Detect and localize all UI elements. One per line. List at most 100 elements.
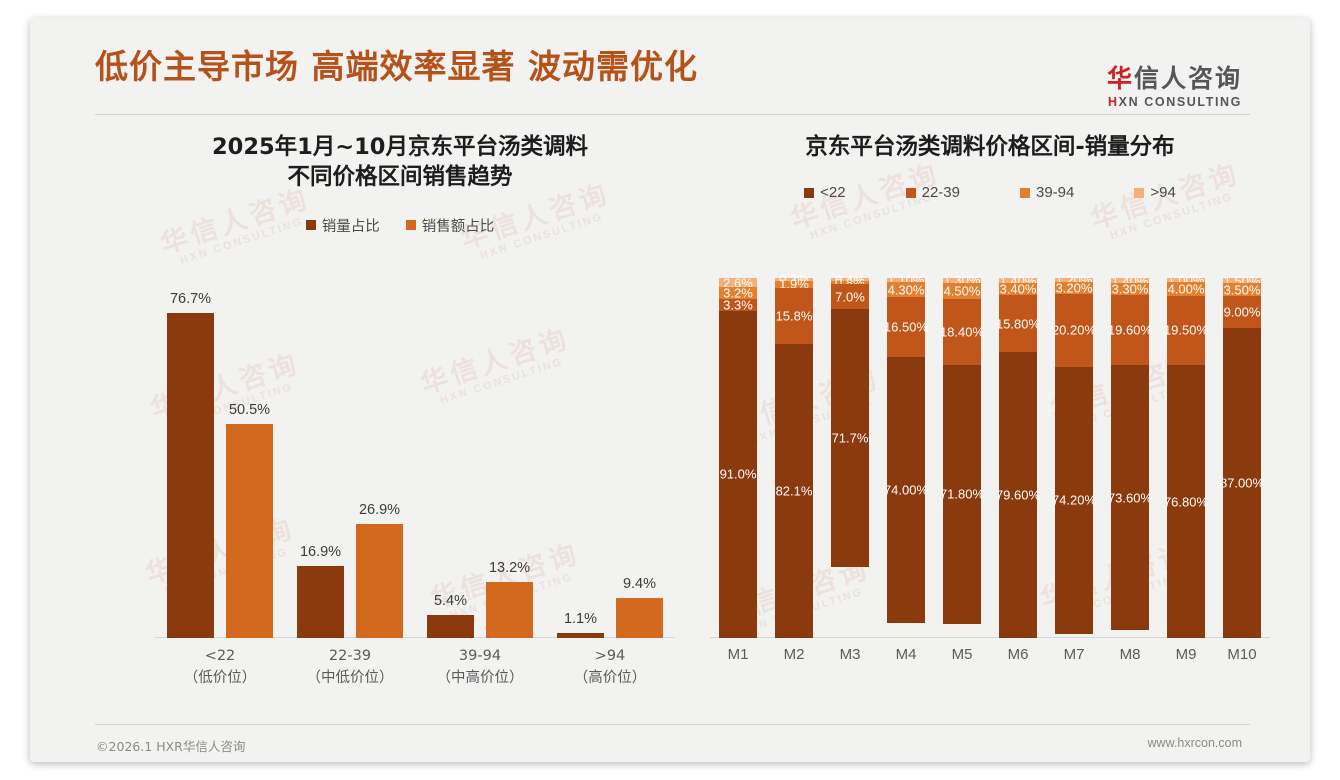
- stacked-bar[interactable]: 1.30% 4.50% 18.40% 71.80%: [939, 273, 985, 638]
- slide-header: 低价主导市场 高端效率显著 波动需优化 华信人咨询 HXN CONSULTING: [30, 18, 1310, 115]
- segment-value-label: 16.50%: [883, 319, 929, 335]
- stacked-segment[interactable]: 73.60%: [1107, 365, 1153, 631]
- segment-value-label: 3.40%: [999, 281, 1037, 297]
- stacked-segment[interactable]: 71.80%: [939, 365, 985, 624]
- x-axis-category-main: >94: [594, 648, 626, 664]
- right-chart-title: 京东平台汤类调料价格区间-销量分布: [690, 118, 1290, 162]
- bar-fill: [226, 424, 273, 638]
- stacked-segment[interactable]: 18.40%: [940, 298, 984, 366]
- stacked-segment[interactable]: 1.9%: [775, 277, 813, 292]
- legend-item[interactable]: 22-39: [905, 184, 960, 201]
- left-chart-panel: 2025年1月~10月京东平台汤类调料 不同价格区间销售趋势 销量占比 销售额占比…: [100, 118, 700, 718]
- legend-swatch-icon: [405, 220, 416, 231]
- segment-value-label: 4.00%: [1167, 281, 1205, 297]
- stacked-segment[interactable]: 71.7%: [831, 309, 869, 568]
- stacked-segment[interactable]: 2.6%: [719, 275, 757, 290]
- bar[interactable]: 16.9%: [297, 544, 344, 638]
- x-axis-category-label: 22-39 （中低价位）: [285, 646, 415, 690]
- footer-copyright: ©2026.1 HXR华信人咨询: [96, 739, 246, 754]
- stacked-bar[interactable]: 0.2% 1.9% 15.8% 82.1%: [775, 272, 813, 638]
- stacked-segment[interactable]: 3.2%: [719, 285, 757, 301]
- legend-label: 销量占比: [321, 218, 380, 235]
- segment-value-label: 79.60%: [995, 487, 1041, 503]
- legend-swatch-icon: [804, 187, 815, 198]
- stacked-segment[interactable]: 9.00%: [1223, 295, 1261, 328]
- stacked-segment[interactable]: 3.40%: [999, 281, 1037, 297]
- segment-value-label: 82.1%: [775, 483, 813, 499]
- x-axis-month-label: M9: [1175, 646, 1197, 663]
- legend-item[interactable]: 销售额占比: [405, 215, 494, 236]
- bar[interactable]: 9.4%: [616, 576, 663, 638]
- x-axis-month-label: M10: [1227, 646, 1257, 663]
- stacked-segment[interactable]: 82.1%: [775, 344, 813, 638]
- stacked-bar[interactable]: 1.40% 3.30% 19.60% 73.60%: [1107, 273, 1153, 638]
- stacked-segment[interactable]: 7.0%: [831, 284, 869, 310]
- stacked-bar[interactable]: 0.4% 0.8% 7.0% 71.7%: [831, 272, 869, 638]
- legend-item[interactable]: >94: [1134, 184, 1176, 201]
- legend-swatch-icon: [1134, 187, 1145, 198]
- segment-value-label: 19.50%: [1163, 322, 1209, 338]
- bar[interactable]: 1.1%: [557, 611, 604, 638]
- stacked-bar[interactable]: 1.00% 4.00% 19.50% 76.80%: [1163, 272, 1209, 638]
- stacked-segment[interactable]: 15.80%: [996, 295, 1040, 352]
- charts-container: 2025年1月~10月京东平台汤类调料 不同价格区间销售趋势 销量占比 销售额占比…: [30, 118, 1310, 718]
- bar[interactable]: 50.5%: [226, 402, 273, 638]
- segment-value-label: 3.2%: [723, 285, 753, 301]
- stacked-segment[interactable]: 87.00%: [1220, 327, 1264, 639]
- segment-value-label: 20.20%: [1051, 322, 1097, 338]
- stacked-segment[interactable]: 3.30%: [1111, 281, 1149, 296]
- bar-value-label: 1.1%: [563, 611, 598, 628]
- stacked-segment[interactable]: 3.50%: [1223, 282, 1261, 297]
- bar-value-label: 5.4%: [433, 593, 468, 610]
- stacked-segment[interactable]: 74.20%: [1052, 366, 1096, 634]
- x-axis-month-label: M6: [1007, 646, 1029, 663]
- stacked-segment[interactable]: 15.8%: [775, 287, 813, 345]
- x-axis-month-label: M2: [783, 646, 805, 663]
- stacked-segment[interactable]: 4.50%: [943, 282, 981, 299]
- left-chart-plot: 76.7% 50.5% 16.9% 26.9% 5.4% 13.2% 1.1% 9.4%: [155, 278, 675, 638]
- x-axis-category-label: 39-94 （中高价位）: [415, 646, 545, 690]
- footer-divider: [95, 724, 1250, 725]
- stacked-segment[interactable]: 91.0%: [719, 310, 757, 638]
- x-axis-month-label: M7: [1063, 646, 1085, 663]
- stacked-segment[interactable]: 4.30%: [887, 281, 925, 298]
- legend-item[interactable]: <22: [804, 184, 846, 201]
- legend-item[interactable]: 39-94: [1020, 184, 1074, 201]
- page-title: 低价主导市场 高端效率显著 波动需优化: [95, 47, 698, 86]
- stacked-bar[interactable]: 1.20% 3.20% 20.20% 74.20%: [1051, 273, 1097, 638]
- stacked-bar[interactable]: 1.50% 3.50% 9.00% 87.00%: [1220, 273, 1264, 639]
- segment-value-label: 71.80%: [939, 486, 985, 502]
- bar[interactable]: 26.9%: [356, 502, 403, 638]
- stacked-segment[interactable]: 19.60%: [1108, 294, 1152, 366]
- bar[interactable]: 13.2%: [486, 560, 533, 638]
- stacked-segment[interactable]: 3.3%: [719, 297, 757, 313]
- legend-label: 39-94: [1036, 184, 1075, 202]
- stacked-segment[interactable]: 4.00%: [1167, 281, 1205, 297]
- logo-cn-rest: 信人咨询: [1133, 64, 1242, 93]
- stacked-bar[interactable]: 1.40% 3.40% 15.80% 79.60%: [995, 273, 1041, 638]
- x-axis-category-sub: （中低价位）: [306, 669, 394, 686]
- stacked-bar[interactable]: 1.10% 4.30% 16.50% 74.00%: [883, 272, 929, 638]
- stacked-bar[interactable]: 2.6% 3.2% 3.3% 91.0%: [719, 275, 757, 638]
- stacked-segment[interactable]: 20.20%: [1051, 293, 1097, 367]
- right-chart-axis: [710, 637, 1270, 638]
- stacked-segment[interactable]: 19.50%: [1163, 295, 1209, 366]
- segment-value-label: 7.0%: [835, 289, 865, 305]
- right-chart-panel: 京东平台汤类调料价格区间-销量分布 <22 22-39 39-94 >94 2.6% 3…: [690, 118, 1290, 718]
- logo-en-rest: XN CONSULTING: [1118, 95, 1242, 109]
- bar-group: 76.7% 50.5%: [155, 278, 285, 638]
- bar[interactable]: 5.4%: [427, 593, 474, 638]
- bar-value-label: 16.9%: [299, 544, 342, 561]
- stacked-segment[interactable]: 79.60%: [995, 352, 1041, 638]
- x-axis-category-sub: （高价位）: [573, 669, 647, 686]
- stacked-segment[interactable]: 3.20%: [1055, 281, 1093, 296]
- slide-footer: ©2026.1 HXR华信人咨询 www.hxrcon.com: [30, 732, 1310, 762]
- logo-en-highlight: H: [1108, 95, 1119, 109]
- bar[interactable]: 76.7%: [167, 291, 214, 638]
- stacked-segment[interactable]: 76.80%: [1164, 365, 1208, 638]
- stacked-segment[interactable]: 16.50%: [883, 297, 929, 357]
- legend-item[interactable]: 销量占比: [305, 215, 380, 236]
- segment-value-label: 73.60%: [1107, 490, 1153, 506]
- stacked-segment[interactable]: 74.00%: [884, 356, 928, 624]
- segment-value-label: 3.3%: [723, 297, 753, 313]
